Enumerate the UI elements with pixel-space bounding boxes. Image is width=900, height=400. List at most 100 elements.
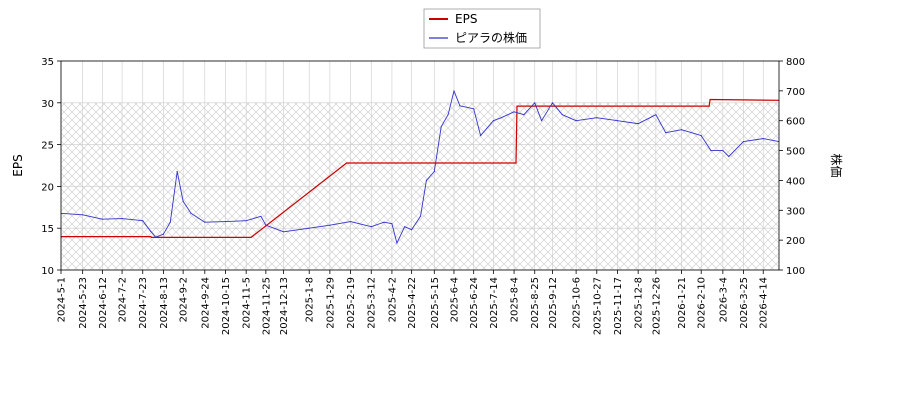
x-tick-label: 2026-3-4 — [718, 277, 729, 322]
eps-point — [709, 98, 711, 101]
stock-price-point — [176, 170, 178, 173]
stock-price-point — [541, 120, 543, 122]
left-tick-label: 35 — [41, 57, 54, 68]
stock-price-point — [480, 135, 482, 137]
right-tick-label: 100 — [786, 266, 805, 277]
x-tick-label: 2025-5-15 — [430, 277, 441, 329]
x-tick-label: 2025-4-2 — [387, 277, 398, 322]
x-tick-label: 2024-7-23 — [138, 277, 149, 329]
stock-price-point — [473, 108, 475, 110]
stock-price-line — [61, 90, 779, 244]
x-tick-label: 2025-10-27 — [592, 277, 603, 335]
x-tick-label: 2026-2-10 — [697, 277, 708, 329]
eps-point — [708, 105, 710, 107]
stock-price-point — [447, 114, 449, 116]
stock-price-point — [82, 214, 84, 216]
x-tick-label: 2025-1-8 — [305, 277, 316, 322]
series-layer — [61, 90, 779, 244]
x-tick-label: 2026-4-14 — [759, 277, 770, 329]
stock-price-point — [680, 129, 683, 131]
x-tick-label: 2024-9-24 — [200, 277, 211, 329]
x-tick-label: 2024-5-23 — [78, 277, 89, 329]
eps-line — [61, 98, 779, 238]
right-axis-title: 株価 — [829, 153, 844, 177]
left-tick-label: 20 — [41, 182, 54, 193]
stock-price-point — [150, 230, 152, 232]
right-tick-label: 200 — [786, 236, 805, 247]
stock-price-point — [329, 224, 331, 226]
left-tick-label: 25 — [41, 141, 54, 152]
stock-price-point — [411, 229, 413, 231]
right-tick-label: 800 — [786, 57, 805, 68]
x-tick-label: 2024-11-5 — [242, 277, 253, 329]
x-tick-label: 2024-11-25 — [261, 277, 272, 335]
stock-price-point — [142, 220, 144, 222]
stock-price-point — [700, 135, 702, 137]
x-tick-label: 2024-5-1 — [57, 277, 68, 322]
stock-price-point — [370, 226, 372, 228]
x-tick-label: 2025-6-24 — [469, 277, 480, 329]
right-tick-label: 300 — [786, 206, 805, 217]
legend-box — [423, 8, 541, 49]
left-axis-title: EPS — [11, 154, 25, 176]
stock-price-point — [551, 102, 554, 104]
stock-price-point — [655, 114, 657, 116]
x-tick-label: 2024-10-15 — [221, 277, 232, 335]
stock-price-point — [742, 141, 745, 143]
x-tick-label: 2024-7-2 — [118, 277, 129, 322]
plot-frame — [60, 60, 780, 271]
legend-label-stock-price: ピアラの株価 — [455, 30, 527, 45]
x-tick-label: 2025-11-17 — [613, 277, 624, 335]
stock-price-point — [710, 150, 712, 152]
left-tick-label: 15 — [41, 224, 54, 235]
stock-price-point — [101, 218, 103, 220]
stock-price-point — [404, 226, 406, 228]
stock-price-point — [265, 224, 267, 226]
stock-price-point — [121, 218, 123, 220]
stock-price-point — [513, 111, 515, 113]
x-tick-label: 2024-6-12 — [98, 277, 109, 329]
stock-price-point — [665, 132, 667, 134]
stock-price-point — [204, 221, 206, 223]
stock-price-point — [155, 236, 157, 238]
left-tick-label: 10 — [41, 266, 54, 277]
x-tick-label: 2024-9-2 — [179, 277, 190, 322]
stock-price-point — [637, 123, 639, 125]
eps-point — [151, 236, 153, 238]
eps-point — [346, 162, 348, 164]
x-tick-label: 2025-10-6 — [572, 277, 583, 329]
stock-price-point — [260, 215, 262, 217]
stock-price-point — [425, 179, 427, 181]
x-tick-label: 2025-8-25 — [530, 277, 541, 329]
stock-price-point — [728, 155, 730, 158]
right-tick-label: 500 — [786, 147, 805, 158]
eps-point — [250, 236, 252, 238]
eps-point — [516, 105, 518, 107]
stock-price-point — [453, 90, 455, 92]
x-tick-label: 2025-8-4 — [510, 277, 521, 322]
left-tick-label: 30 — [41, 99, 54, 110]
stock-price-point — [459, 105, 461, 107]
x-tick-label: 2025-3-12 — [367, 277, 378, 329]
stock-price-point — [523, 114, 525, 116]
stock-price-point — [162, 233, 164, 235]
stock-price-point — [616, 120, 619, 122]
x-tick-label: 2026-3-25 — [739, 277, 750, 329]
stock-price-point — [561, 114, 563, 116]
eps-point — [515, 162, 517, 164]
stock-price-point — [492, 120, 494, 122]
x-tick-label: 2026-1-21 — [677, 277, 688, 329]
x-tick-label: 2024-12-13 — [279, 277, 290, 335]
stock-price-point — [308, 227, 310, 229]
x-tick-label: 2025-7-14 — [489, 277, 500, 329]
stock-price-point — [722, 150, 724, 152]
eps-point — [150, 236, 152, 238]
stock-price-point — [433, 170, 435, 173]
stock-price-point — [182, 200, 184, 202]
stock-price-point — [500, 117, 502, 119]
x-tick-label: 2025-9-12 — [548, 277, 559, 329]
right-tick-label: 400 — [786, 176, 805, 187]
x-axis: 2024-5-1 2024-5-23 2024-6-12 2024-7-2 2024-7… — [57, 270, 770, 335]
stock-price-point — [440, 126, 442, 128]
stock-price-point — [350, 221, 352, 223]
